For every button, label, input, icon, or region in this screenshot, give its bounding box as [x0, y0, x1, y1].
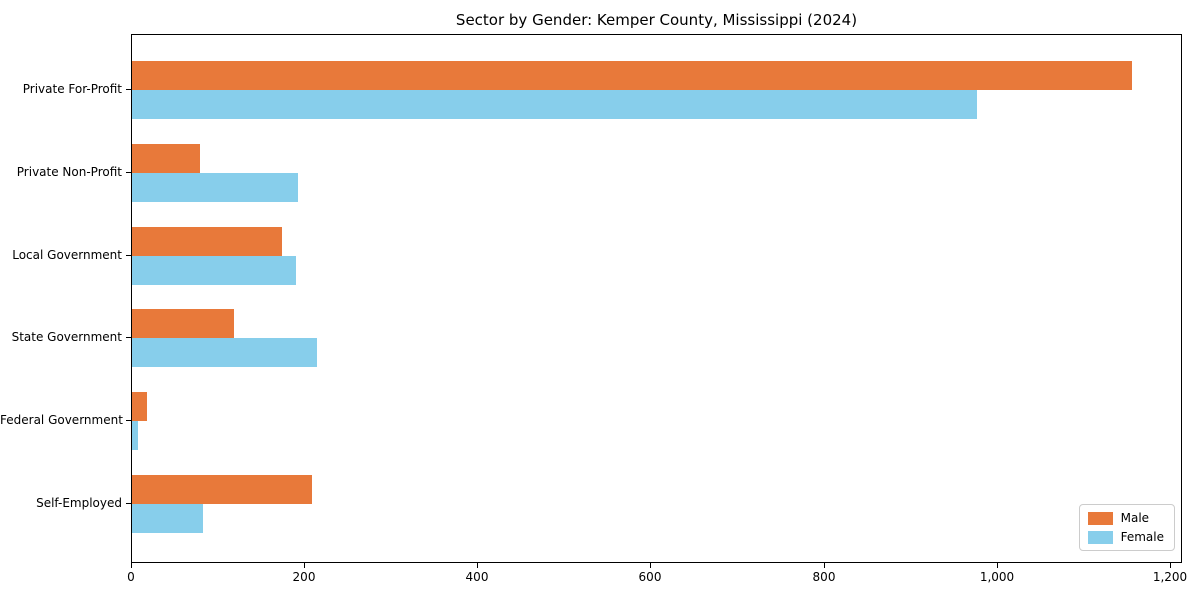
y-tick-mark	[126, 171, 131, 173]
legend-label-female: Female	[1120, 530, 1164, 544]
bar-male-4	[132, 392, 147, 422]
legend-swatch-male	[1087, 511, 1113, 525]
chart-title: Sector by Gender: Kemper County, Mississ…	[455, 11, 858, 29]
x-tick-mark	[304, 563, 305, 568]
bar-male-5	[132, 475, 312, 504]
x-tick-mark	[824, 563, 825, 568]
y-tick-label: Local Government	[12, 247, 122, 262]
y-tick-label: Private Non-Profit	[16, 164, 122, 179]
x-tick-label: 200	[292, 570, 316, 584]
legend-item-female: Female	[1087, 530, 1164, 544]
bar-female-4	[132, 421, 138, 451]
bar-female-3	[132, 338, 317, 368]
x-tick-label: 0	[127, 570, 135, 584]
legend-swatch-female	[1087, 530, 1113, 544]
x-tick-label: 1,200	[1152, 570, 1188, 584]
legend-item-male: Male	[1087, 511, 1164, 525]
y-tick-label: State Government	[11, 330, 122, 345]
x-tick-mark	[477, 563, 478, 568]
y-tick-mark	[126, 89, 131, 90]
y-tick-mark	[126, 337, 131, 339]
x-tick-label: 1,000	[979, 570, 1015, 584]
bar-male-0	[132, 61, 1132, 90]
bar-male-1	[132, 143, 200, 173]
bar-female-1	[132, 172, 298, 202]
x-tick-mark	[650, 563, 651, 568]
legend-label-male: Male	[1120, 511, 1150, 525]
y-tick-label: Federal Government	[0, 413, 123, 428]
y-tick-label: Self-Employed	[36, 496, 122, 510]
y-tick-mark	[126, 503, 131, 504]
x-tick-mark	[131, 563, 132, 568]
bar-male-3	[132, 309, 234, 339]
x-tick-label: 600	[638, 570, 662, 584]
bar-female-0	[132, 90, 977, 119]
y-tick-mark	[126, 254, 131, 256]
y-tick-mark	[126, 420, 131, 422]
bar-female-5	[132, 504, 203, 533]
y-tick-label: Private For-Profit	[22, 82, 122, 96]
x-tick-label: 800	[812, 570, 836, 584]
bar-male-2	[132, 226, 282, 256]
bar-female-2	[132, 255, 296, 285]
x-tick-label: 400	[465, 570, 489, 584]
legend: Male Female	[1078, 504, 1175, 551]
x-tick-mark	[997, 563, 998, 568]
plot-area: Male Female	[131, 34, 1182, 563]
x-tick-mark	[1170, 563, 1171, 568]
